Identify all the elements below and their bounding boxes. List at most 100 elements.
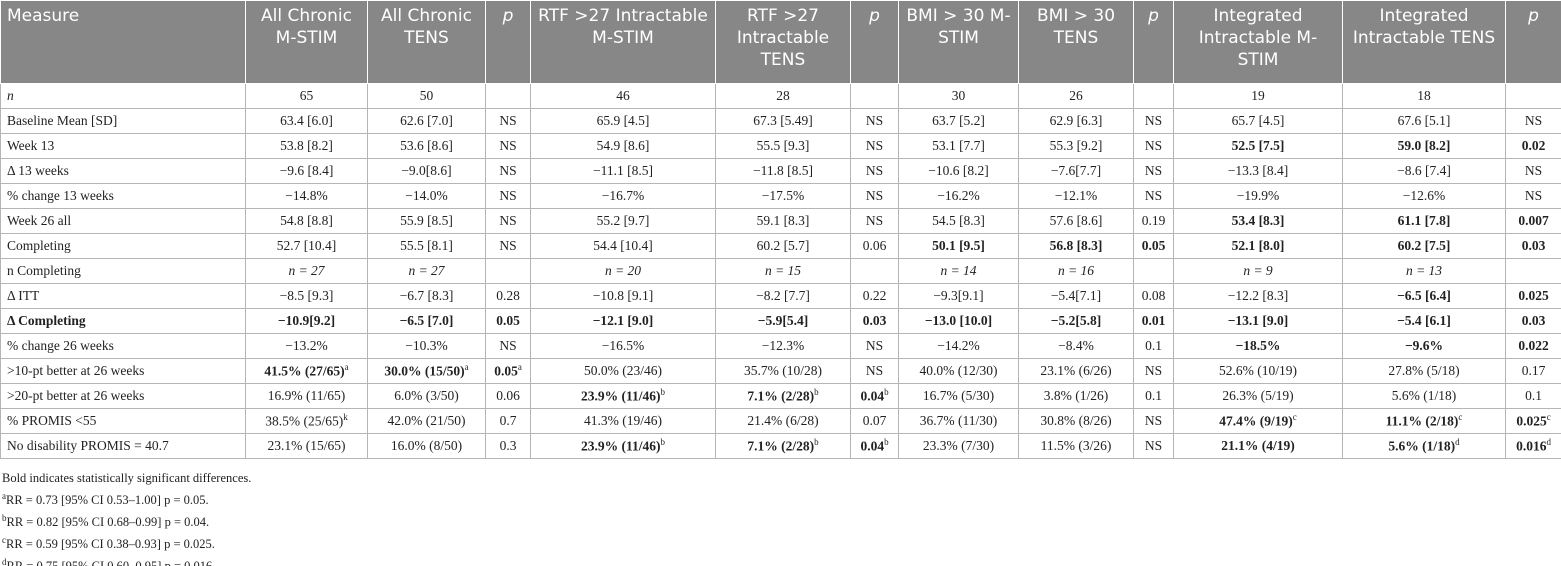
row-label: No disability PROMIS = 40.7 xyxy=(0,433,246,459)
cell-text: 0.03 xyxy=(1521,313,1546,328)
table-cell: −8.4% xyxy=(1018,333,1134,359)
table-cell: 6.0% (3/50) xyxy=(367,383,486,409)
cell-text: n = 27 xyxy=(288,263,325,278)
table-cell: 0.19 xyxy=(1133,208,1174,234)
cell-text: n = 15 xyxy=(764,263,802,278)
footnote-mark: a xyxy=(344,362,349,373)
table-cell: NS xyxy=(1505,108,1561,134)
table-cell: 23.1% (6/26) xyxy=(1018,358,1134,384)
table-cell: 0.016d xyxy=(1505,433,1561,459)
footnote-text: RR = 0.73 [95% CI 0.53–1.00] p = 0.05. xyxy=(6,493,209,508)
table-cell: 0.01 xyxy=(1133,308,1174,334)
cell-text: 60.2 [7.5] xyxy=(1397,238,1451,253)
footnote-mark: b xyxy=(2,513,7,524)
table-cell: 52.7 [10.4] xyxy=(245,233,368,259)
row-label: n xyxy=(0,83,246,109)
table-cell: 16.9% (11/65) xyxy=(245,383,368,409)
column-header: RTF >27 Intractable TENS xyxy=(715,0,851,84)
table-cell: 19 xyxy=(1173,83,1343,109)
row-label: Δ ITT xyxy=(0,283,246,309)
table-cell: −14.0% xyxy=(367,183,486,209)
table-cell: 36.7% (11/30) xyxy=(898,408,1019,434)
table-cell: −13.2% xyxy=(245,333,368,359)
table-cell: −12.3% xyxy=(715,333,851,359)
footnote-mark: a xyxy=(2,491,6,501)
table-cell: 54.9 [8.6] xyxy=(530,133,716,159)
table-cell: −16.2% xyxy=(898,183,1019,209)
table-cell: 28 xyxy=(715,83,851,109)
row-label: Week 26 all xyxy=(0,208,246,234)
table-cell: −13.1 [9.0] xyxy=(1173,308,1343,334)
footnote: dRR = 0.75 [95% CI 0.60–0.95] p = 0.016. xyxy=(2,553,1561,566)
table-cell: 62.6 [7.0] xyxy=(367,108,486,134)
footnote-text: RR = 0.75 [95% CI 0.60–0.95] p = 0.016. xyxy=(7,560,216,566)
table-cell: 62.9 [6.3] xyxy=(1018,108,1134,134)
cell-text: 0.01 xyxy=(1141,313,1166,328)
table-cell: −12.6% xyxy=(1342,183,1506,209)
table-cell: 5.6% (1/18) xyxy=(1342,383,1506,409)
table-row: Δ ITT −8.5 [9.3] −6.7 [8.3] 0.28 −10.8 [9.1]… xyxy=(0,283,1561,309)
table-cell: NS xyxy=(485,108,531,134)
cell-text: −5.9[5.4] xyxy=(757,313,809,328)
table-cell: 60.2 [5.7] xyxy=(715,233,851,259)
row-label: n Completing xyxy=(0,258,246,284)
table-cell: 0.06 xyxy=(850,233,899,259)
table-cell: −12.2 [8.3] xyxy=(1173,283,1343,309)
table-cell: n = 14 xyxy=(898,258,1019,284)
cell-text: 0.05 xyxy=(1141,238,1166,253)
table-cell: NS xyxy=(485,183,531,209)
cell-text: 0.04 xyxy=(860,388,885,404)
table-cell: 0.03 xyxy=(1505,233,1561,259)
cell-text: −6.5 [6.4] xyxy=(1397,288,1451,303)
table-cell: 42.0% (21/50) xyxy=(367,408,486,434)
cell-text: All Chronic M-STIM xyxy=(261,6,352,48)
table-cell: n = 15 xyxy=(715,258,851,284)
column-header: Measure xyxy=(0,0,246,84)
table-cell: 54.4 [10.4] xyxy=(530,233,716,259)
footnote-mark: b xyxy=(814,387,819,398)
footnote-mark: k xyxy=(343,412,348,423)
footnote: cRR = 0.59 [95% CI 0.38–0.93] p = 0.025. xyxy=(2,531,1561,553)
table-cell: 55.5 [8.1] xyxy=(367,233,486,259)
table-row: >10-pt better at 26 weeks 41.5% (27/65)a 3… xyxy=(0,358,1561,384)
table-cell: −5.9[5.4] xyxy=(715,308,851,334)
table-cell: NS xyxy=(485,233,531,259)
column-header: Integrated Intractable M-STIM xyxy=(1173,0,1343,84)
cell-text: p xyxy=(1148,6,1159,26)
table-cell: 0.07 xyxy=(850,408,899,434)
table-cell xyxy=(485,258,531,284)
table-cell: 55.5 [9.3] xyxy=(715,133,851,159)
table-cell: 53.6 [8.6] xyxy=(367,133,486,159)
table-cell: −10.3% xyxy=(367,333,486,359)
table-cell: n = 9 xyxy=(1173,258,1343,284)
cell-text: 0.025 xyxy=(1516,413,1547,429)
table-cell: NS xyxy=(1133,108,1174,134)
table-cell: NS xyxy=(850,158,899,184)
table-cell: −10.8 [9.1] xyxy=(530,283,716,309)
table-cell: NS xyxy=(850,133,899,159)
table-cell: 52.5 [7.5] xyxy=(1173,133,1343,159)
table-cell: 0.025c xyxy=(1505,408,1561,434)
row-label: >20-pt better at 26 weeks xyxy=(0,383,246,409)
table-cell: −13.3 [8.4] xyxy=(1173,158,1343,184)
column-header: p xyxy=(850,0,899,84)
table-row: Week 13 53.8 [8.2] 53.6 [8.6] NS 54.9 [8.6] 5… xyxy=(0,133,1561,159)
table-cell: 52.6% (10/19) xyxy=(1173,358,1343,384)
table-cell: 46 xyxy=(530,83,716,109)
cell-text: 30.0% (15/50) xyxy=(384,363,465,379)
table-cell: −9.6 [8.4] xyxy=(245,158,368,184)
table-cell: 41.5% (27/65)a xyxy=(245,358,368,384)
table-row: Δ Completing −10.9[9.2] −6.5 [7.0] 0.05 −12.… xyxy=(0,308,1561,334)
table-cell xyxy=(1505,83,1561,109)
footnote-mark: b xyxy=(884,387,889,398)
table-cell: −8.6 [7.4] xyxy=(1342,158,1506,184)
cell-text: 53.4 [8.3] xyxy=(1231,213,1285,228)
table-row: Week 26 all 54.8 [8.8] 55.9 [8.5] NS 55.2 [9… xyxy=(0,208,1561,234)
cell-text: 52.1 [8.0] xyxy=(1231,238,1285,253)
cell-text: 11.1% (2/18) xyxy=(1385,413,1459,429)
table-cell: 65.9 [4.5] xyxy=(530,108,716,134)
cell-text: −13.0 [10.0] xyxy=(924,313,993,328)
table-cell: NS xyxy=(1133,158,1174,184)
table-cell: 16.0% (8/50) xyxy=(367,433,486,459)
cell-text: 0.025 xyxy=(1518,288,1549,303)
